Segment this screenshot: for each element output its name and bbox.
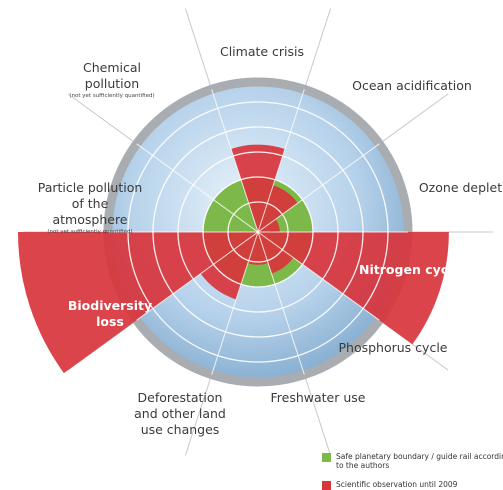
category-text: Chemical pollution — [83, 60, 141, 91]
category-text: Deforestation and other land use changes — [134, 390, 226, 437]
category-text: Biodiversity loss — [67, 298, 153, 329]
marks — [18, 89, 449, 375]
category-text: Climate crisis — [219, 44, 305, 59]
sector-line — [211, 89, 259, 233]
wedge — [200, 232, 258, 300]
sector-line — [257, 231, 305, 375]
category-text: Freshwater use — [270, 390, 366, 405]
category-note: (not yet sufficiently quantified) — [69, 93, 155, 99]
legend-item: Safe planetary boundary / guide rail acc… — [322, 452, 503, 470]
sector-line — [257, 231, 380, 321]
legend-text: Safe planetary boundary / guide rail acc… — [336, 452, 503, 470]
category-label: Chemical pollution (not yet sufficiently … — [57, 60, 167, 100]
legend-swatch — [322, 453, 331, 462]
category-label: Ocean acidification — [337, 78, 487, 94]
category-label: Particle pollution of the atmosphere (not… — [35, 180, 145, 236]
category-note: (not yet sufficiently quantified) — [47, 229, 133, 235]
wedge — [231, 144, 285, 232]
wedge — [258, 219, 280, 232]
sector-line — [257, 143, 380, 233]
category-label: Nitrogen cycle — [355, 262, 465, 278]
category-label: Freshwater use — [263, 390, 373, 406]
legend-swatch — [322, 481, 331, 490]
sector-line — [211, 231, 259, 375]
legend-item: Scientific observation until 2009 — [322, 480, 503, 490]
category-text: Nitrogen cycle — [359, 262, 461, 277]
legend-text: Scientific observation until 2009 — [336, 480, 458, 489]
category-label: Deforestation and other land use changes — [125, 390, 235, 438]
sector-line — [136, 143, 259, 233]
category-text: Particle pollution of the atmosphere — [37, 180, 143, 227]
wedge — [258, 232, 294, 274]
category-label: Climate crisis — [187, 44, 337, 60]
sector-line — [136, 231, 259, 321]
category-text: Ozone depletion — [418, 180, 503, 195]
category-label: Biodiversity loss — [55, 298, 165, 330]
category-label: Ozone depletion — [395, 180, 503, 196]
category-text: Ocean acidification — [352, 78, 472, 93]
category-text: Phosphorus cycle — [338, 340, 448, 355]
sector-line — [257, 89, 305, 233]
wedge — [18, 232, 258, 374]
category-label: Phosphorus cycle — [338, 340, 448, 356]
wedge — [247, 232, 269, 265]
